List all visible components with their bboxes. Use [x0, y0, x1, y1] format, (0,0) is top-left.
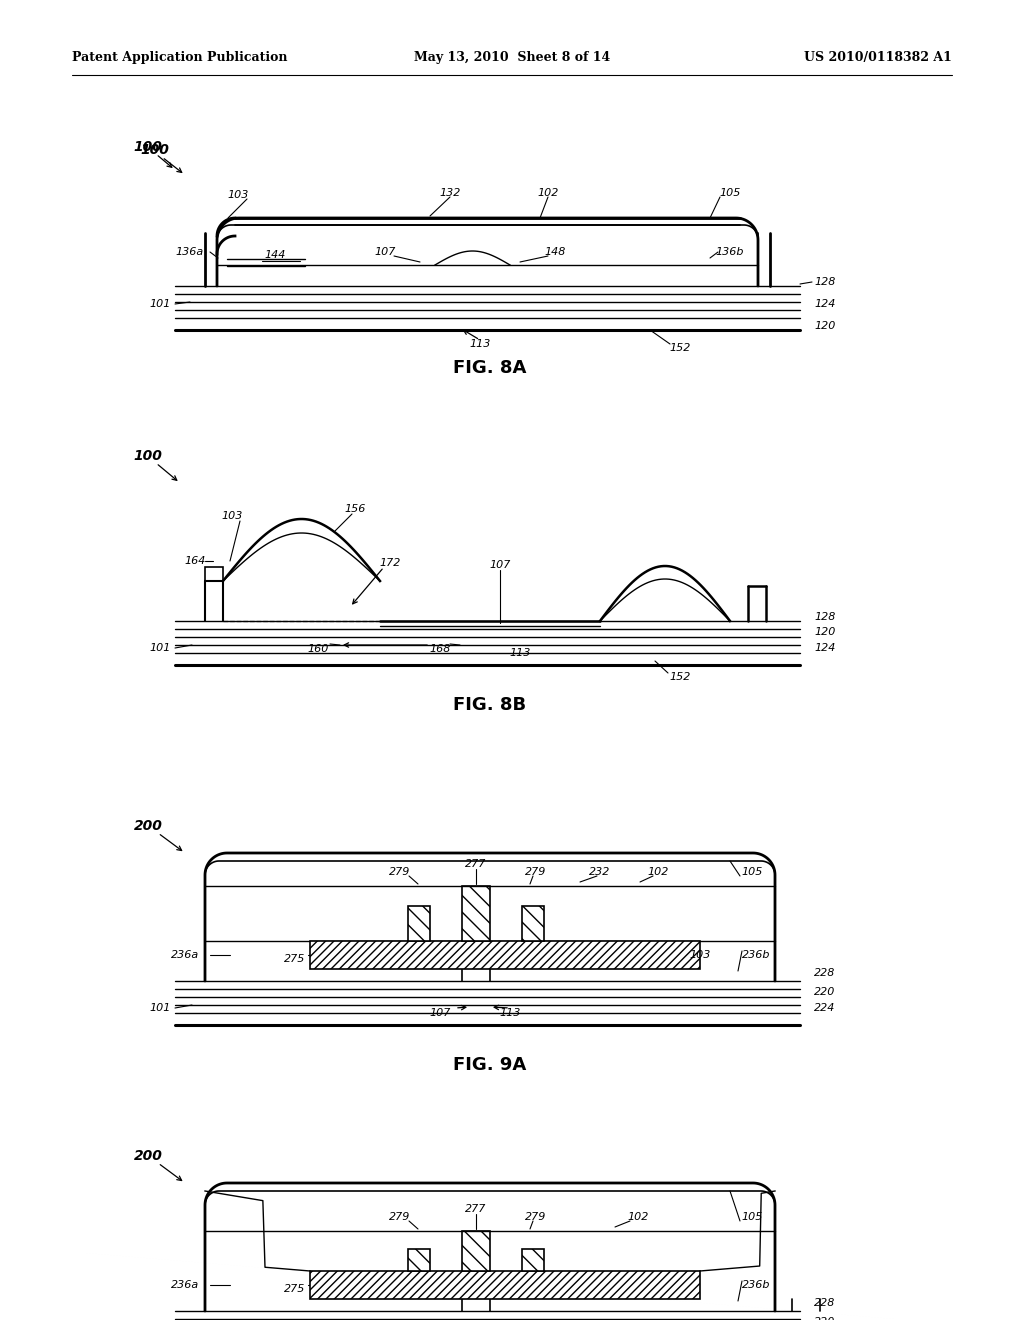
Text: 102: 102 [628, 1212, 648, 1222]
Text: 101: 101 [150, 1003, 171, 1012]
Text: 120: 120 [814, 321, 836, 331]
Bar [462, 886, 490, 941]
Bar [205, 568, 223, 581]
Text: 164: 164 [184, 556, 206, 566]
Text: 275: 275 [285, 1284, 306, 1294]
Text: 107: 107 [489, 560, 511, 570]
Text: 113: 113 [509, 648, 530, 657]
Text: 136a: 136a [176, 247, 204, 257]
Text: 100: 100 [133, 140, 163, 154]
Text: 228: 228 [814, 1298, 836, 1308]
Text: 236a: 236a [171, 1280, 199, 1290]
Bar [462, 1232, 490, 1271]
Text: 100: 100 [140, 143, 169, 157]
Text: 279: 279 [525, 867, 547, 876]
Bar [408, 906, 430, 941]
Text: 220: 220 [814, 1317, 836, 1320]
Text: 107: 107 [429, 1008, 451, 1018]
Text: 105: 105 [719, 187, 740, 198]
Bar [310, 1271, 700, 1299]
Text: 279: 279 [389, 867, 411, 876]
Text: FIG. 8B: FIG. 8B [454, 696, 526, 714]
Text: 236b: 236b [741, 1280, 770, 1290]
Text: 168: 168 [429, 644, 451, 653]
Text: 275: 275 [285, 954, 306, 964]
Text: 128: 128 [814, 277, 836, 286]
Text: 236b: 236b [741, 950, 770, 960]
Bar [408, 1249, 430, 1271]
Text: 156: 156 [344, 504, 366, 513]
Text: 232: 232 [590, 867, 610, 876]
Text: 101: 101 [150, 643, 171, 653]
Text: 102: 102 [647, 867, 669, 876]
Text: 236a: 236a [171, 950, 199, 960]
Bar [522, 906, 544, 941]
Text: 279: 279 [525, 1212, 547, 1222]
Text: May 13, 2010  Sheet 8 of 14: May 13, 2010 Sheet 8 of 14 [414, 51, 610, 65]
Text: 105: 105 [741, 867, 763, 876]
Text: 120: 120 [814, 627, 836, 638]
Text: 113: 113 [469, 339, 490, 348]
Text: 220: 220 [814, 987, 836, 997]
Text: 148: 148 [545, 247, 565, 257]
Text: 136b: 136b [716, 247, 744, 257]
Text: 103: 103 [221, 511, 243, 521]
Bar [522, 1249, 544, 1271]
Text: 124: 124 [814, 643, 836, 653]
Text: 160: 160 [307, 644, 329, 653]
Text: 152: 152 [670, 343, 690, 352]
Text: 144: 144 [264, 249, 286, 260]
Text: 200: 200 [133, 1148, 163, 1163]
Text: 102: 102 [538, 187, 559, 198]
Text: 279: 279 [389, 1212, 411, 1222]
Text: 113: 113 [500, 1008, 520, 1018]
Text: 172: 172 [379, 558, 400, 568]
Text: 107: 107 [375, 247, 395, 257]
Text: 132: 132 [439, 187, 461, 198]
Text: 128: 128 [814, 612, 836, 622]
Text: 277: 277 [465, 1204, 486, 1214]
Text: 100: 100 [133, 449, 163, 463]
Text: 124: 124 [814, 300, 836, 309]
Text: 224: 224 [814, 1003, 836, 1012]
Text: Patent Application Publication: Patent Application Publication [72, 51, 288, 65]
Bar [310, 941, 700, 969]
Text: 152: 152 [670, 672, 690, 682]
Text: FIG. 9A: FIG. 9A [454, 1056, 526, 1074]
Text: 277: 277 [465, 859, 486, 869]
Text: 103: 103 [689, 950, 711, 960]
Text: US 2010/0118382 A1: US 2010/0118382 A1 [804, 51, 952, 65]
Text: 228: 228 [814, 968, 836, 978]
Text: 101: 101 [150, 300, 171, 309]
Text: 200: 200 [133, 818, 163, 833]
Text: FIG. 8A: FIG. 8A [454, 359, 526, 378]
Text: 105: 105 [741, 1212, 763, 1222]
Text: 103: 103 [227, 190, 249, 201]
